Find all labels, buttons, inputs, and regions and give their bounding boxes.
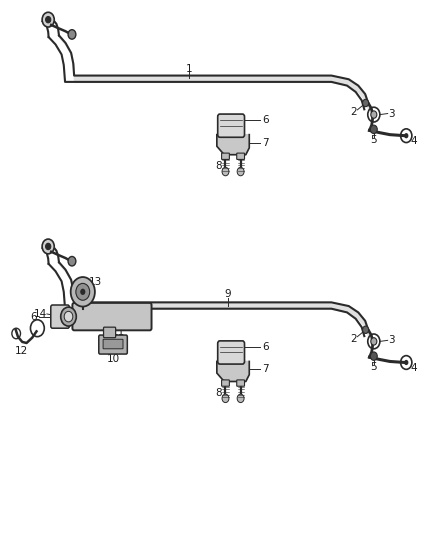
FancyBboxPatch shape	[72, 303, 152, 330]
FancyBboxPatch shape	[103, 327, 116, 338]
Circle shape	[371, 111, 377, 118]
Circle shape	[237, 394, 244, 402]
Circle shape	[80, 289, 85, 295]
Polygon shape	[217, 361, 249, 382]
FancyBboxPatch shape	[237, 380, 244, 386]
Text: 4: 4	[410, 136, 417, 146]
Circle shape	[371, 125, 377, 134]
Text: 4: 4	[410, 363, 417, 373]
FancyBboxPatch shape	[222, 380, 230, 386]
Text: 3: 3	[388, 335, 395, 345]
Text: 14: 14	[34, 309, 47, 319]
Circle shape	[71, 277, 95, 306]
Text: 13: 13	[89, 277, 102, 287]
Circle shape	[76, 284, 90, 300]
Circle shape	[42, 239, 54, 254]
Circle shape	[46, 243, 51, 249]
Circle shape	[371, 352, 377, 360]
Circle shape	[363, 99, 369, 107]
Circle shape	[404, 360, 408, 365]
FancyBboxPatch shape	[51, 305, 69, 328]
Circle shape	[404, 133, 408, 139]
Circle shape	[222, 394, 229, 402]
Text: 6: 6	[262, 342, 269, 352]
Circle shape	[42, 12, 54, 27]
FancyBboxPatch shape	[218, 341, 244, 364]
Text: 5: 5	[371, 135, 377, 145]
Text: 2: 2	[350, 334, 357, 344]
Text: 8: 8	[215, 388, 223, 398]
Text: 8: 8	[215, 161, 223, 171]
Circle shape	[237, 167, 244, 176]
Text: 9: 9	[224, 289, 231, 300]
Text: 6: 6	[31, 312, 37, 321]
Text: 10: 10	[106, 354, 120, 364]
FancyBboxPatch shape	[103, 340, 123, 349]
Circle shape	[363, 326, 369, 334]
Text: 7: 7	[262, 138, 269, 148]
Circle shape	[64, 311, 73, 322]
Text: 5: 5	[371, 362, 377, 372]
Polygon shape	[217, 135, 249, 155]
Circle shape	[371, 338, 377, 345]
Text: 11: 11	[112, 327, 125, 337]
FancyBboxPatch shape	[99, 335, 127, 354]
Circle shape	[68, 30, 76, 39]
Text: 3: 3	[388, 109, 395, 118]
Text: 6: 6	[262, 116, 269, 125]
Circle shape	[61, 307, 76, 326]
Circle shape	[46, 17, 51, 23]
FancyBboxPatch shape	[218, 114, 244, 138]
Circle shape	[68, 256, 76, 266]
Text: 1: 1	[185, 64, 192, 74]
Text: 12: 12	[14, 346, 28, 356]
Text: 2: 2	[350, 107, 357, 117]
Circle shape	[222, 167, 229, 176]
Text: 7: 7	[262, 365, 269, 374]
FancyBboxPatch shape	[222, 153, 230, 159]
FancyBboxPatch shape	[237, 153, 244, 159]
